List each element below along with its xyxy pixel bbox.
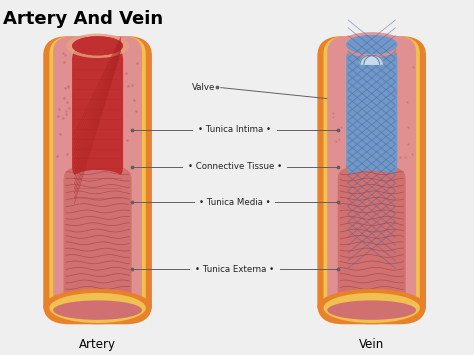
FancyBboxPatch shape: [323, 36, 420, 320]
Ellipse shape: [346, 35, 397, 54]
Ellipse shape: [339, 32, 404, 57]
Text: Artery: Artery: [79, 338, 116, 351]
Ellipse shape: [72, 170, 123, 187]
Text: • Connective Tissue •: • Connective Tissue •: [188, 162, 282, 171]
Ellipse shape: [346, 35, 397, 54]
Ellipse shape: [49, 293, 146, 323]
Text: • Tunica Externa •: • Tunica Externa •: [195, 265, 274, 274]
Ellipse shape: [53, 300, 142, 320]
FancyBboxPatch shape: [337, 167, 406, 317]
Polygon shape: [360, 55, 380, 64]
Ellipse shape: [323, 293, 420, 323]
Polygon shape: [364, 55, 383, 64]
Text: • Tunica Media •: • Tunica Media •: [199, 198, 271, 207]
Ellipse shape: [318, 289, 426, 324]
Text: • Tunica Intima •: • Tunica Intima •: [198, 125, 271, 134]
Ellipse shape: [72, 36, 123, 55]
Ellipse shape: [66, 34, 129, 58]
Ellipse shape: [346, 171, 397, 186]
Ellipse shape: [43, 289, 152, 324]
FancyBboxPatch shape: [43, 36, 152, 324]
FancyBboxPatch shape: [72, 46, 123, 180]
FancyBboxPatch shape: [346, 45, 397, 179]
Text: Valve: Valve: [192, 83, 216, 92]
FancyBboxPatch shape: [327, 36, 416, 317]
Text: Vein: Vein: [359, 338, 384, 351]
FancyBboxPatch shape: [318, 36, 426, 324]
Text: Artery And Vein: Artery And Vein: [3, 10, 163, 28]
FancyBboxPatch shape: [53, 36, 142, 317]
Ellipse shape: [72, 36, 123, 55]
FancyBboxPatch shape: [49, 36, 146, 320]
FancyBboxPatch shape: [64, 167, 132, 317]
Ellipse shape: [327, 300, 416, 320]
